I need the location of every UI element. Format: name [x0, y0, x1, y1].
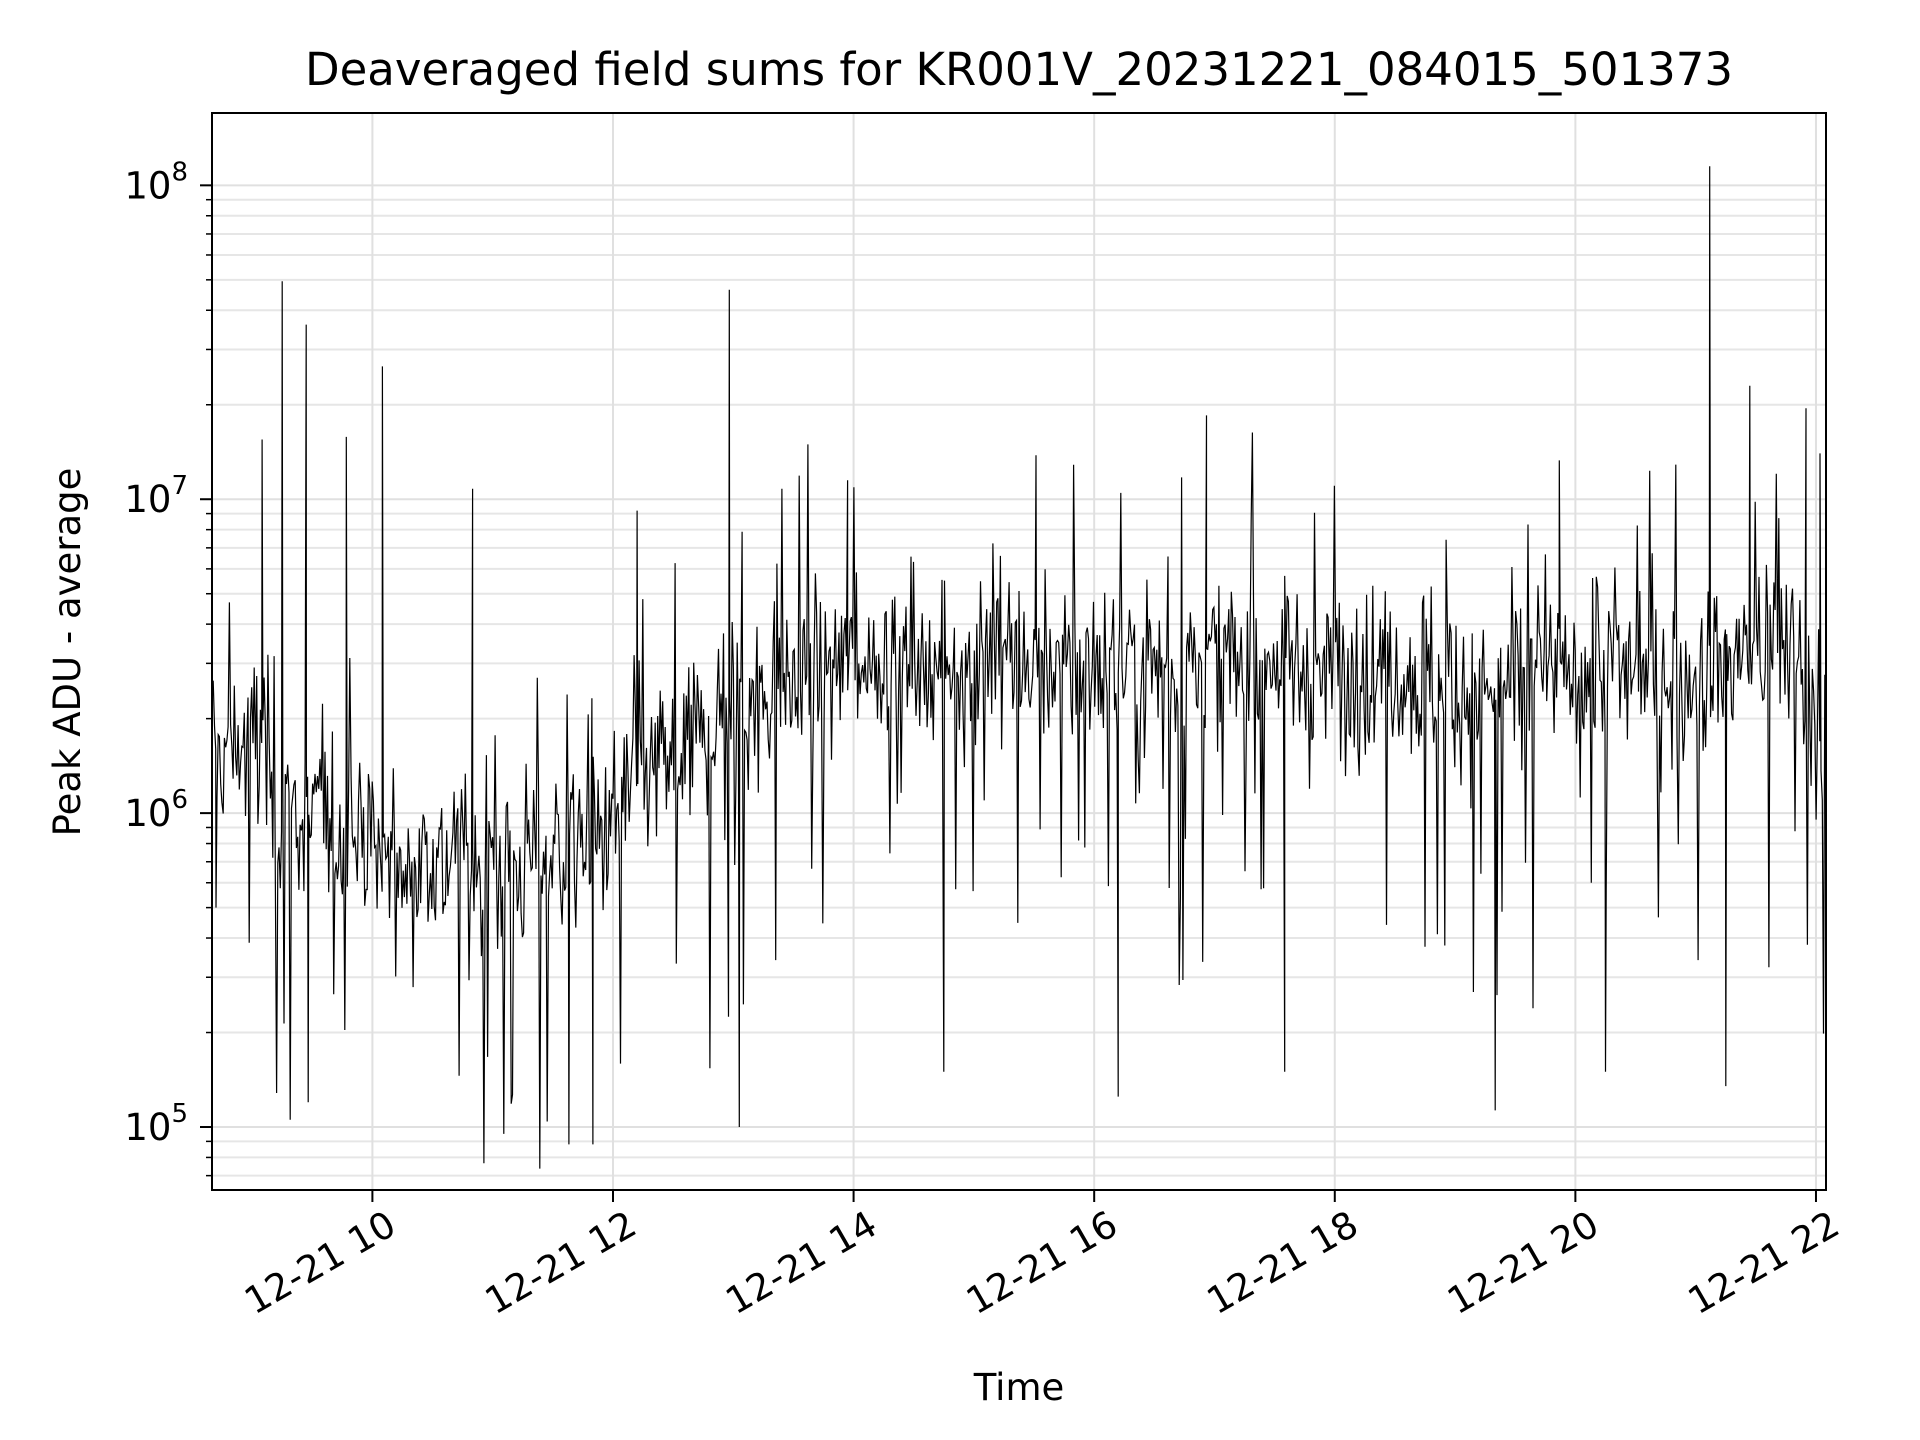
series-line [211, 166, 1827, 1169]
grid [212, 113, 1826, 1190]
y-tick-label: 107 [124, 471, 188, 521]
chart-title: Deaveraged field sums for KR001V_2023122… [305, 43, 1733, 96]
y-tick-label: 105 [124, 1099, 188, 1149]
x-axis-label: Time [973, 1366, 1065, 1409]
plot-frame [211, 112, 1827, 1191]
plot-area [211, 166, 1827, 1169]
y-tick-label: 108 [124, 157, 188, 207]
y-tick-label: 106 [124, 785, 188, 835]
y-axis-label: Peak ADU - average [46, 468, 89, 837]
